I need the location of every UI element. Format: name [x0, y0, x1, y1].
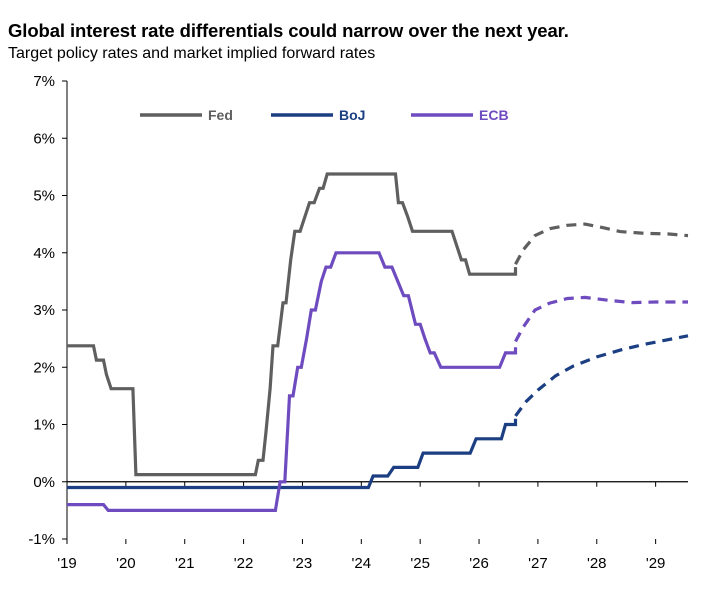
- x-tick-label: '26: [469, 555, 489, 572]
- y-tick-label: 4%: [33, 245, 55, 262]
- y-tick-label: 2%: [33, 359, 55, 376]
- series-line-fed-actual: [67, 172, 518, 477]
- chart-title: Global interest rate differentials could…: [8, 20, 569, 41]
- series-line-ecb-forward: [514, 295, 688, 343]
- series-lines: [67, 172, 689, 512]
- series-line-boj-actual: [67, 418, 518, 490]
- legend-label-boj: BoJ: [339, 107, 365, 123]
- legend: Fed BoJ ECB: [140, 107, 509, 123]
- series-line-boj-forward: [514, 334, 689, 417]
- x-tick-label: '28: [587, 555, 607, 572]
- legend-label-ecb: ECB: [479, 107, 509, 123]
- x-tick-label: '27: [528, 555, 548, 572]
- legend-label-fed: Fed: [208, 107, 233, 123]
- y-tick-label: 1%: [33, 417, 55, 434]
- y-tick-label: 0%: [33, 474, 55, 491]
- y-tick-label: -1%: [28, 531, 55, 548]
- y-tick-label: 7%: [33, 73, 55, 90]
- series-line-fed-forward: [514, 222, 689, 265]
- y-tick-label: 6%: [33, 130, 55, 147]
- chart-subtitle: Target policy rates and market implied f…: [8, 45, 376, 62]
- series-line-ecb-actual: [67, 251, 518, 512]
- x-tick-label: '24: [352, 555, 372, 572]
- x-tick-label: '25: [410, 555, 430, 572]
- x-tick-label: '20: [116, 555, 136, 572]
- x-tick-label: '22: [234, 555, 254, 572]
- x-tick-label: '29: [646, 555, 666, 572]
- axes: -1% 0% 1% 2% 3% 4% 5% 6% 7% '19 '20 '21 '22 '23 '24 '25…: [28, 73, 688, 572]
- y-tick-label: 3%: [33, 302, 55, 319]
- y-tick-label: 5%: [33, 188, 55, 205]
- x-tick-label: '21: [175, 555, 195, 572]
- x-tick-label: '23: [293, 555, 313, 572]
- x-tick-label: '19: [57, 555, 77, 572]
